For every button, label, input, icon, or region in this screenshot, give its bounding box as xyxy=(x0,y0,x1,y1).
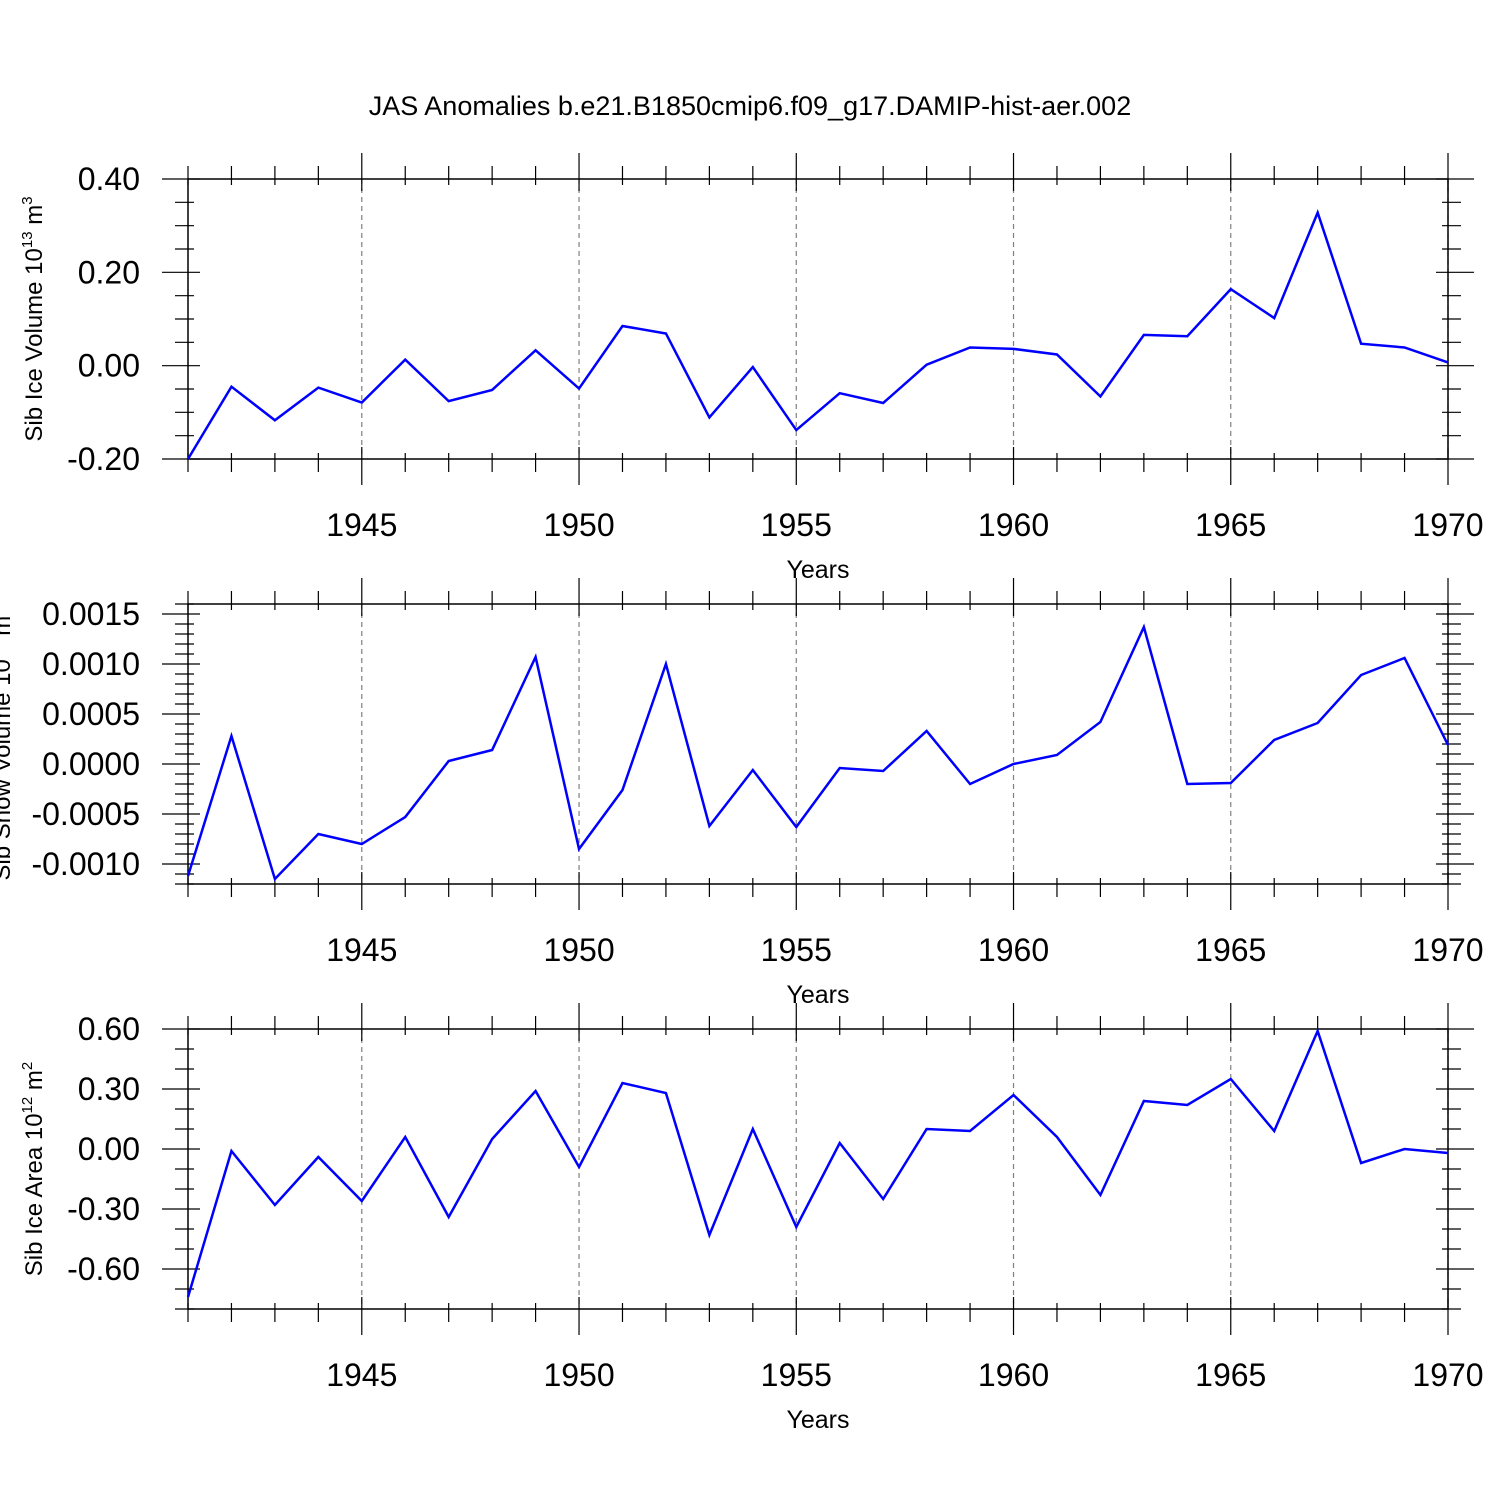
y-tick-label: 0.00 xyxy=(78,348,140,384)
y-axis-label-exponent: 12 xyxy=(19,1097,36,1114)
x-tick-label: 1945 xyxy=(326,932,397,968)
plot-area: -0.20 0.00 0.20 0.40 1945 1950 1955 1960 1965 197… xyxy=(67,153,1484,543)
plot-frame xyxy=(187,603,1449,885)
x-tick-label: 1950 xyxy=(543,1357,614,1393)
x-tick-label: 1950 xyxy=(543,507,614,543)
y-axis-label-main: Sib Ice Area 10 xyxy=(21,1113,48,1276)
panel-sib-ice-volume: -0.20 0.00 0.20 0.40 1945 1950 1955 1960 1965 197… xyxy=(19,153,1484,584)
y-tick-label: -0.30 xyxy=(67,1191,140,1227)
y-tick-label: 0.20 xyxy=(78,254,140,290)
x-axis-label: Years xyxy=(786,981,849,1009)
x-tick-label: 1960 xyxy=(978,932,1049,968)
y-axis-label-unit-exponent: 2 xyxy=(19,1062,36,1070)
x-axis-label: Years xyxy=(786,1406,849,1434)
y-axis-label-unit-exponent: 3 xyxy=(19,196,36,204)
x-tick-label: 1970 xyxy=(1412,507,1483,543)
y-axis-label: Sib Snow Volume 1013 m3 xyxy=(0,607,16,880)
y-axis-label: Sib Ice Area 1012 m2 xyxy=(19,1062,48,1276)
y-axis-label-exponent: 13 xyxy=(19,231,36,248)
y-tick-label: 0.0010 xyxy=(42,646,140,682)
x-axis-label: Years xyxy=(786,556,849,584)
x-tick-label: 1970 xyxy=(1412,1357,1483,1393)
y-tick-label: -0.60 xyxy=(67,1251,140,1287)
x-tick-label: 1965 xyxy=(1195,507,1266,543)
series-line xyxy=(186,1027,1449,1298)
x-tick-label: 1955 xyxy=(761,1357,832,1393)
series-line xyxy=(186,209,1449,460)
x-tick-label: 1960 xyxy=(978,1357,1049,1393)
y-axis-label-unit-exponent: 3 xyxy=(0,607,4,615)
chart-title: JAS Anomalies b.e21.B1850cmip6.f09_g17.D… xyxy=(369,91,1131,121)
y-tick-label: 0.0005 xyxy=(42,696,140,732)
y-axis-label-main: Sib Snow Volume 10 xyxy=(0,659,16,880)
y-tick-label: 0.60 xyxy=(78,1011,140,1047)
y-tick-label: 0.30 xyxy=(78,1071,140,1107)
y-tick-label: 0.40 xyxy=(78,161,140,197)
y-tick-label: 0.0000 xyxy=(42,746,140,782)
y-tick-label: -0.0005 xyxy=(31,796,140,832)
y-axis-label-unit: m xyxy=(21,1070,48,1097)
panel-sib-snow-volume: -0.0010 -0.0005 0.0000 0.0005 0.0010 0.0015 19… xyxy=(0,578,1484,1009)
plot-area: -0.0010 -0.0005 0.0000 0.0005 0.0010 0.0015 19… xyxy=(31,578,1484,968)
panel-sib-ice-area: -0.60 -0.30 0.00 0.30 0.60 1945 1950 1955 1960 19… xyxy=(19,1003,1484,1434)
x-tick-label: 1955 xyxy=(761,507,832,543)
x-tick-label: 1965 xyxy=(1195,932,1266,968)
y-axis-label-unit: m xyxy=(21,205,48,232)
y-tick-label: -0.0010 xyxy=(31,846,140,882)
x-tick-label: 1945 xyxy=(326,1357,397,1393)
y-axis-label-main: Sib Ice Volume 10 xyxy=(21,248,48,441)
plot-area: -0.60 -0.30 0.00 0.30 0.60 1945 1950 1955 1960 19… xyxy=(67,1003,1484,1393)
y-tick-label: -0.20 xyxy=(67,441,140,477)
x-tick-label: 1970 xyxy=(1412,932,1483,968)
x-tick-label: 1955 xyxy=(761,932,832,968)
y-axis-label-unit: m xyxy=(0,616,16,643)
plot-frame xyxy=(187,178,1449,460)
y-tick-label: 0.0015 xyxy=(42,596,140,632)
y-axis-label: Sib Ice Volume 1013 m3 xyxy=(19,196,48,441)
plot-frame xyxy=(187,1028,1449,1310)
y-axis-label-exponent: 13 xyxy=(0,642,4,659)
y-tick-label: 0.00 xyxy=(78,1131,140,1167)
series-line xyxy=(186,623,1450,882)
x-tick-label: 1950 xyxy=(543,932,614,968)
x-tick-label: 1965 xyxy=(1195,1357,1266,1393)
x-tick-label: 1945 xyxy=(326,507,397,543)
x-tick-label: 1960 xyxy=(978,507,1049,543)
